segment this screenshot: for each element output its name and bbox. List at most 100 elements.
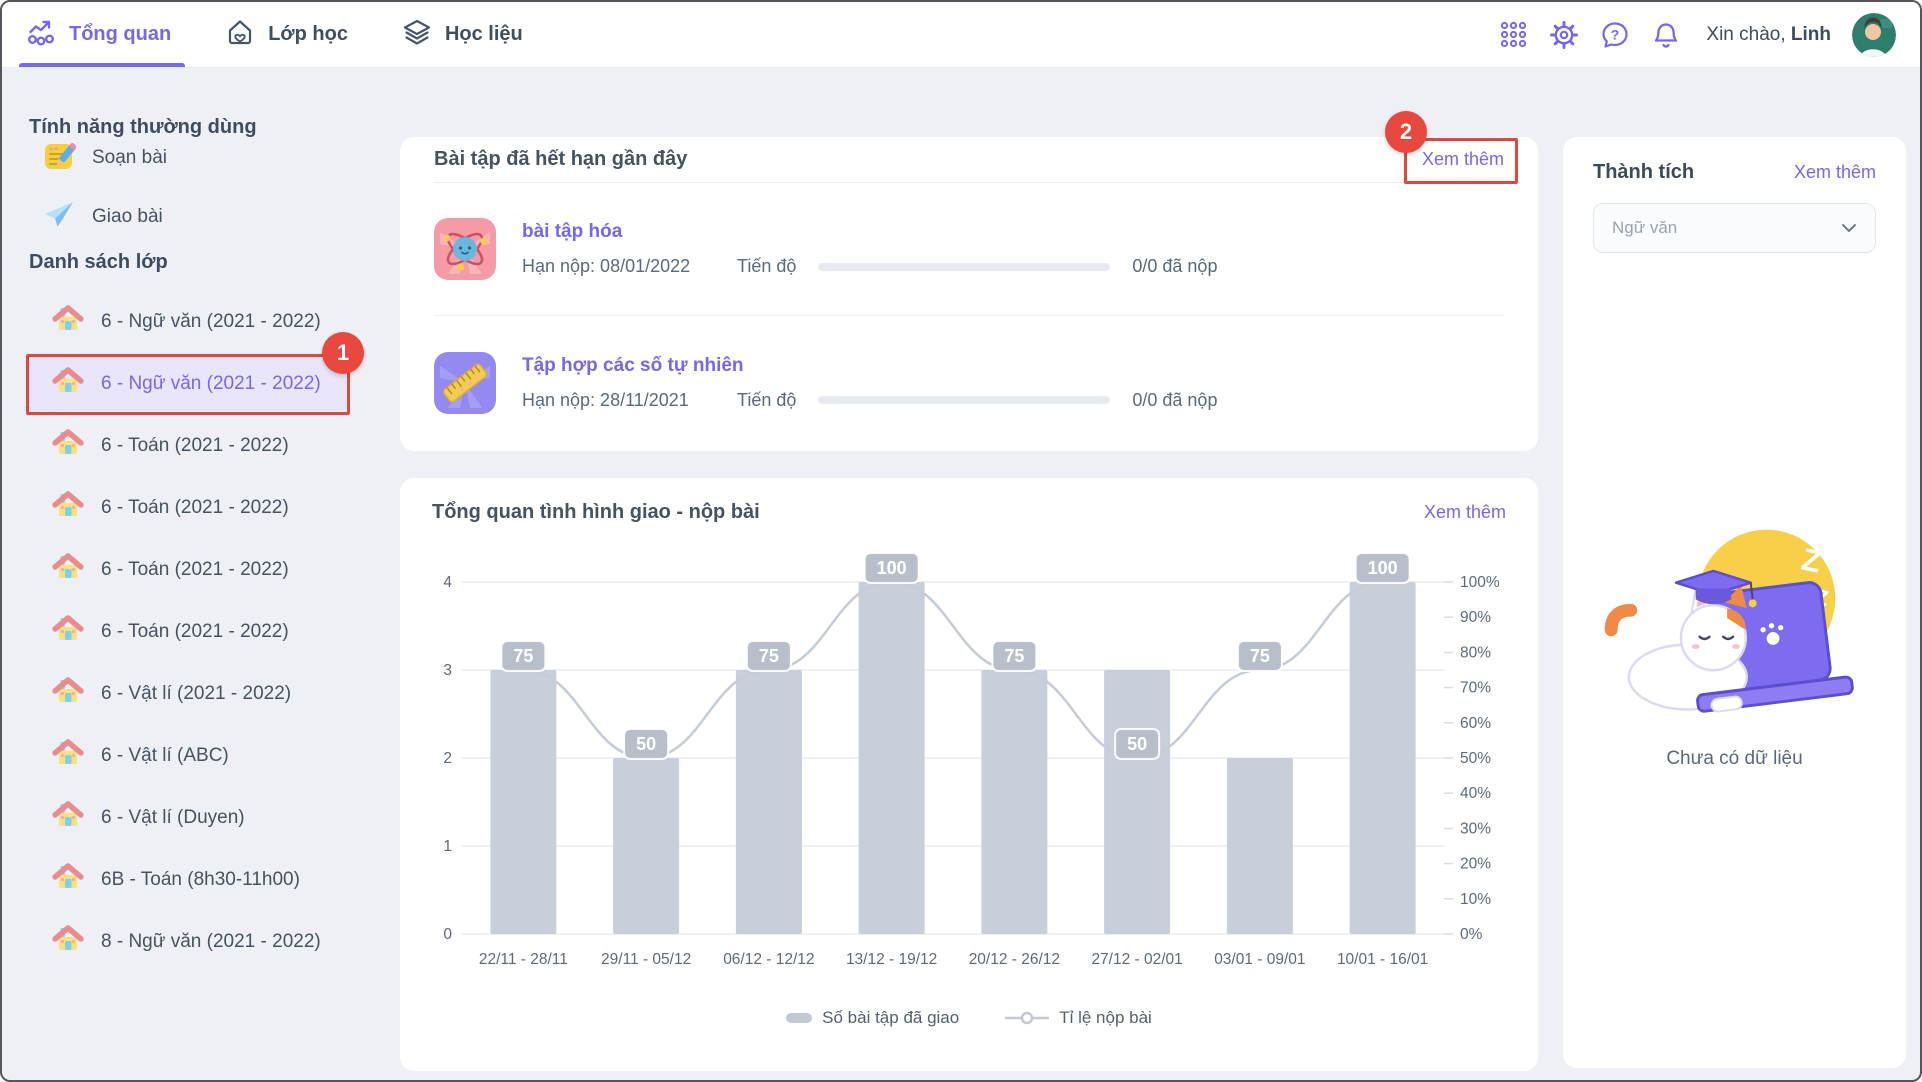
class-item-label: 6 - Vật lí (ABC) [101,745,229,766]
class-item-label: 6 - Toán (2021 - 2022) [101,621,289,642]
expired-assignments-title: Bài tập đã hết hạn gần đây [434,148,688,170]
class-item-label: 6 - Toán (2021 - 2022) [101,497,289,518]
svg-text:80%: 80% [1460,644,1491,661]
assignment-meta: Hạn nộp: 08/01/2022 Tiến độ 0/0 đã nộp [522,256,1504,277]
svg-text:27/12 - 02/01: 27/12 - 02/01 [1091,951,1182,968]
svg-text:0%: 0% [1460,926,1483,943]
sidebar-class-item[interactable]: 6B - Toán (8h30-11h00) [29,853,346,907]
chevron-down-icon [1842,224,1856,232]
class-house-icon [52,800,84,837]
expired-assignments-card: Bài tập đã hết hạn gần đây Xem thêm 2 [400,111,1538,451]
svg-text:50: 50 [636,734,656,754]
tab-classes[interactable]: Lớp học [225,2,348,67]
class-item-label: 6 - Vật lí (2021 - 2022) [101,683,292,704]
sidebar-features-heading: Tính năng thường dùng [29,116,257,138]
sidebar-class-item[interactable]: 6 - Toán (2021 - 2022) [29,605,346,659]
assignment-progress-bar [818,262,1111,271]
svg-text:75: 75 [759,646,779,666]
class-house-icon [52,676,84,713]
class-house-icon [52,862,84,899]
svg-text:75: 75 [513,646,533,666]
svg-text:50: 50 [1127,734,1147,754]
legend-line-marker [1005,1011,1050,1025]
svg-text:20%: 20% [1460,856,1491,873]
subject-filter-select[interactable]: Ngữ văn [1593,203,1876,253]
svg-text:2: 2 [443,750,452,767]
chart-title: Tổng quan tình hình giao - nộp bài [432,500,760,523]
tutorial-step-badge-2: 2 [1384,111,1427,153]
layers-icon [402,17,432,53]
assignment-due-date: Hạn nộp: 28/11/2021 [522,389,689,410]
chart-see-more-link[interactable]: Xem thêm [1423,501,1506,522]
svg-text:06/12 - 12/12: 06/12 - 12/12 [723,951,814,968]
sidebar-class-item[interactable]: 6 - Ngữ văn (2021 - 2022) [29,295,346,349]
main-tabs: Tổng quan Lớp học [2,2,523,67]
svg-text:90%: 90% [1460,609,1491,626]
class-house-icon [52,490,84,527]
apps-grid-icon[interactable] [1498,20,1528,50]
assignment-row[interactable]: bài tập hóa Hạn nộp: 08/01/2022 Tiến độ … [434,183,1504,316]
assignment-progress-label: Tiến độ [737,389,797,410]
sidebar-item-compose-label: Soạn bài [92,147,168,168]
assignment-title-link[interactable]: bài tập hóa [522,221,623,242]
tab-overview[interactable]: Tổng quan [18,2,186,67]
sidebar-class-item[interactable]: 6 - Vật lí (2021 - 2022) [29,667,346,721]
svg-text:0: 0 [443,926,452,943]
bell-icon[interactable] [1651,20,1681,50]
assignment-progress-label: Tiến độ [737,256,797,276]
sidebar-item-compose[interactable]: Soạn bài [29,139,346,177]
achievements-see-more-link[interactable]: Xem thêm [1793,161,1876,182]
sidebar-item-assign[interactable]: Giao bài [29,198,346,236]
tab-materials[interactable]: Học liệu [402,2,523,67]
user-name: Linh [1790,23,1831,45]
assignment-row[interactable]: Tập hợp các số tự nhiên Hạn nộp: 28/11/2… [434,316,1504,449]
assignment-title-link[interactable]: Tập hợp các số tự nhiên [522,354,744,376]
sidebar-class-list: 6 - Ngữ văn (2021 - 2022) 6 - Ngữ văn (2… [26,295,364,969]
class-house-icon [52,924,84,961]
svg-text:4: 4 [443,574,452,591]
svg-text:75: 75 [1004,646,1024,666]
svg-text:10/01 - 16/01: 10/01 - 16/01 [1337,951,1428,968]
svg-text:70%: 70% [1460,680,1491,697]
sidebar-class-item[interactable]: 6 - Toán (2021 - 2022) [29,481,346,535]
assignment-submitted-count: 0/0 đã nộp [1132,389,1218,410]
compose-note-icon [42,139,77,178]
expired-assignments-header: Bài tập đã hết hạn gần đây Xem thêm 2 [434,111,1518,184]
svg-text:60%: 60% [1460,715,1491,732]
legend-item-line: Tỉ lệ nộp bài [1005,1008,1152,1028]
right-column: Thành tích Xem thêm Ngữ văn Z Z z [1563,68,1906,1080]
legend-item-bars: Số bài tập đã giao [786,1008,959,1028]
assignments-see-more-link[interactable]: Xem thêm [1421,149,1504,169]
tab-materials-label: Học liệu [444,23,523,45]
sidebar-class-item[interactable]: 8 - Ngữ văn (2021 - 2022) [29,915,346,969]
tab-overview-label: Tổng quan [69,23,172,45]
avatar[interactable] [1852,12,1896,57]
class-house-icon [52,428,84,465]
svg-text:50%: 50% [1460,750,1491,767]
sidebar-class-item[interactable]: 6 - Toán (2021 - 2022) [29,419,346,473]
assignment-submitted-count: 0/0 đã nộp [1132,256,1218,276]
sidebar-class-item[interactable]: 6 - Toán (2021 - 2022) [29,543,346,597]
assignment-meta: Hạn nộp: 28/11/2021 Tiến độ 0/0 đã nộp [522,390,1504,411]
svg-text:29/11 - 05/12: 29/11 - 05/12 [601,951,691,968]
svg-text:100: 100 [877,558,907,578]
sidebar-class-item[interactable]: 6 - Vật lí (ABC) [29,729,346,783]
svg-text:13/12 - 19/12: 13/12 - 19/12 [846,951,937,968]
top-navbar: Tổng quan Lớp học [2,2,1920,68]
page-body: Tính năng thường dùng [2,68,1920,1080]
svg-text:3: 3 [443,662,452,679]
svg-text:100: 100 [1368,558,1398,578]
class-house-icon [52,614,84,651]
help-icon[interactable]: ? [1600,20,1630,50]
svg-text:20/12 - 26/12: 20/12 - 26/12 [969,951,1060,968]
class-item-label: 6 - Vật lí (Duyen) [101,807,245,828]
atom-subject-icon [434,218,496,280]
sidebar-class-item[interactable]: 6 - Vật lí (Duyen) [29,791,346,845]
sidebar-class-item-selected[interactable]: 6 - Ngữ văn (2021 - 2022) 1 [26,332,364,415]
sidebar: Tính năng thường dùng [2,68,372,1080]
achievements-header: Thành tích Xem thêm [1593,137,1876,183]
gear-icon[interactable] [1549,20,1579,50]
class-item-label: 6 - Toán (2021 - 2022) [101,435,289,456]
paper-plane-icon [42,198,76,237]
legend-bar-label: Số bài tập đã giao [822,1008,960,1027]
